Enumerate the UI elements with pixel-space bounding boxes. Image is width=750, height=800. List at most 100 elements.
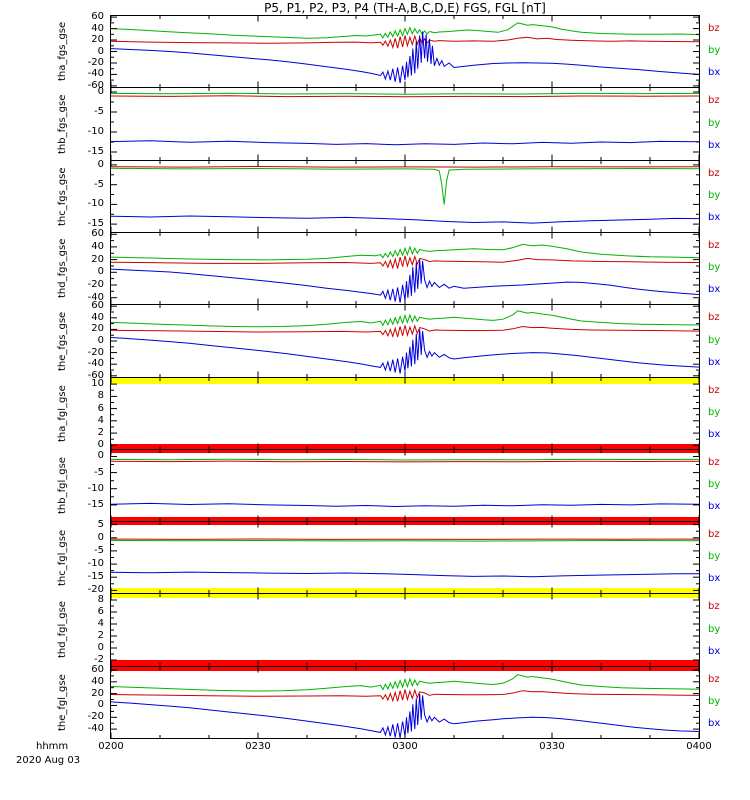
y-tick-label: 60 xyxy=(91,663,104,675)
series-the_fgl_gse-bz xyxy=(111,688,699,703)
tick-marks xyxy=(110,450,700,521)
series-thc_fgl_gse-bx xyxy=(111,571,699,578)
legend-by: by xyxy=(708,551,721,562)
y-tick-label: 0 xyxy=(97,45,104,57)
series-the_fgs_gse-bx xyxy=(111,329,699,374)
y-tick-label: 5 xyxy=(97,518,104,530)
y-tick-label: 60 xyxy=(91,228,104,240)
panel-thc_fgs_gse xyxy=(110,160,700,233)
y-tick-label: -60 xyxy=(87,369,104,381)
y-tick-label: -2 xyxy=(94,654,104,665)
series-thb_fgs_gse-by xyxy=(111,92,699,95)
series-thb_fgs_gse-bz xyxy=(111,95,699,98)
y-tick-label: 40 xyxy=(91,240,104,252)
y-tick-label: -20 xyxy=(87,278,104,290)
legend-bx: bx xyxy=(708,429,721,440)
legend-bz: bz xyxy=(708,312,720,323)
tick-marks xyxy=(110,88,700,160)
y-tick-label: 40 xyxy=(91,675,104,687)
y-tick-label: 0 xyxy=(97,439,104,451)
legend-bx: bx xyxy=(708,357,721,368)
plot-border xyxy=(110,666,700,739)
x-axis-unit-label: hhmm xyxy=(36,741,69,752)
y-tick-label: -5 xyxy=(94,466,104,478)
series-thb_fgl_gse-bz xyxy=(111,460,699,463)
series-thc_fgs_gse-bx xyxy=(111,215,699,224)
y-tick-label: 6 xyxy=(97,606,104,617)
series-thc_fgs_gse-by xyxy=(111,167,699,205)
legend-bz: bz xyxy=(708,674,720,685)
series-thb_fgl_gse-by xyxy=(111,458,699,461)
legend-by: by xyxy=(708,262,721,273)
y-tick-label: 0 xyxy=(97,450,104,462)
y-tick-label: 20 xyxy=(91,253,104,265)
legend-bz: bz xyxy=(708,457,720,468)
y-tick-label: -40 xyxy=(87,291,104,303)
x-tick-label: 0330 xyxy=(539,741,565,752)
y-tick-label: 4 xyxy=(97,414,104,426)
y-tick-label: -15 xyxy=(87,498,104,510)
x-tick-label: 0230 xyxy=(245,741,271,752)
series-thd_fgs_gse-by xyxy=(111,243,699,261)
plot-border xyxy=(110,232,700,305)
y-tick-label: -20 xyxy=(87,56,104,68)
y-tick-label: -5 xyxy=(94,178,104,190)
legend-by: by xyxy=(708,190,721,201)
series-thc_fgl_gse-by xyxy=(111,539,699,542)
y-tick-label: 60 xyxy=(91,11,104,23)
y-tick-label: 20 xyxy=(91,34,104,46)
y-tick-label: 0 xyxy=(97,699,104,711)
x-tick-label: 0400 xyxy=(686,741,712,752)
tick-marks xyxy=(110,378,700,449)
legend-bx: bx xyxy=(708,284,721,295)
y-tick-label: 4 xyxy=(97,618,104,629)
panel-the_fgs_gse xyxy=(110,304,700,378)
y-tick-label: 0 xyxy=(97,158,104,170)
legend-bx: bx xyxy=(708,140,721,151)
series-tha_fgs_gse-by xyxy=(111,22,699,39)
y-tick-label: -15 xyxy=(87,218,104,230)
y-tick-label: 2 xyxy=(97,427,104,439)
y-tick-label: -10 xyxy=(87,126,104,137)
legend-by: by xyxy=(708,407,721,418)
y-tick-label: 0 xyxy=(97,86,104,97)
series-the_fgl_gse-bx xyxy=(111,693,699,738)
legend-bz: bz xyxy=(708,529,720,540)
panel-thc_fgl_gse xyxy=(110,521,700,594)
y-tick-label: 40 xyxy=(91,22,104,34)
series-tha_fgs_gse-bx xyxy=(111,31,699,84)
series-thc_fgs_gse-bz xyxy=(111,165,699,168)
y-tick-label: 2 xyxy=(97,630,104,641)
panel-the_fgl_gse xyxy=(110,666,700,739)
legend-bz: bz xyxy=(708,385,720,396)
legend-bx: bx xyxy=(708,718,721,729)
panel-thb_fgs_gse xyxy=(110,87,700,161)
legend-bx: bx xyxy=(708,573,721,584)
plot-border xyxy=(110,593,700,667)
plot-border xyxy=(110,87,700,161)
legend-by: by xyxy=(708,118,721,129)
y-tick-label: 0 xyxy=(97,335,104,346)
tick-marks xyxy=(110,667,700,738)
legend-bz: bz xyxy=(708,601,720,612)
legend-bz: bz xyxy=(708,240,720,251)
y-tick-label: 8 xyxy=(97,594,104,605)
y-tick-label: 20 xyxy=(91,323,104,335)
panel-thd_fgl_gse xyxy=(110,593,700,667)
x-tick-label: 0200 xyxy=(98,741,124,752)
legend-by: by xyxy=(708,335,721,346)
y-tick-label: -10 xyxy=(87,198,104,210)
y-tick-label: -60 xyxy=(87,79,104,91)
legend-by: by xyxy=(708,45,721,56)
legend-by: by xyxy=(708,624,721,635)
tick-marks xyxy=(110,161,700,232)
y-tick-label: 40 xyxy=(91,311,104,323)
y-tick-label: -20 xyxy=(87,711,104,723)
series-thb_fgl_gse-bx xyxy=(111,502,699,508)
legend-bz: bz xyxy=(708,95,720,106)
y-tick-label: 20 xyxy=(91,687,104,699)
y-tick-label: -10 xyxy=(87,482,104,494)
tick-marks xyxy=(110,594,700,666)
y-tick-label: -40 xyxy=(87,723,104,735)
